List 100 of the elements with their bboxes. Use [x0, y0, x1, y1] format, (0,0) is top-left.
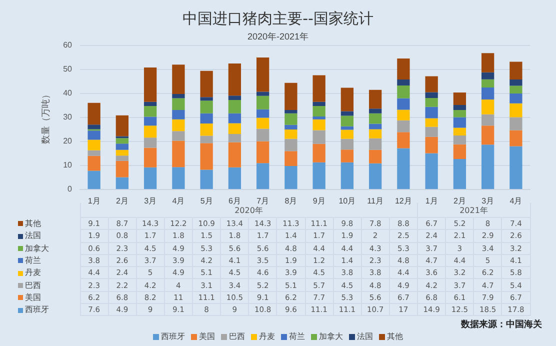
x-tick-label: 1月 — [88, 196, 100, 206]
bar — [510, 86, 522, 94]
bar — [116, 150, 129, 156]
bar — [340, 150, 354, 162]
legend-label: 其他 — [24, 218, 42, 230]
bar — [453, 128, 466, 136]
bar — [312, 144, 326, 162]
legend-label: 西班牙 — [24, 304, 50, 316]
bar — [425, 92, 438, 98]
bar — [397, 132, 410, 148]
bar — [172, 140, 185, 168]
text: 西班牙 — [161, 332, 185, 341]
y-tick-label: 0 — [68, 184, 73, 194]
bar — [228, 142, 242, 168]
bar — [172, 64, 185, 94]
bar — [397, 98, 410, 110]
bar — [116, 115, 129, 136]
bar — [144, 116, 157, 126]
bar — [481, 114, 494, 126]
y-tick-label: 30 — [63, 112, 73, 122]
bar — [284, 129, 298, 139]
legend-label: 美国 — [24, 292, 42, 304]
bar — [368, 108, 382, 114]
text: 2020年 — [234, 206, 263, 214]
bar — [88, 124, 100, 130]
bar — [397, 148, 410, 189]
text: 加拿大 — [319, 332, 343, 341]
bar — [256, 163, 270, 189]
bar — [228, 96, 242, 100]
bar — [510, 130, 522, 146]
bar — [368, 138, 382, 150]
bar — [453, 105, 466, 110]
bar — [425, 126, 438, 137]
bar — [256, 128, 270, 142]
bar — [172, 119, 185, 132]
text: 荷兰 — [289, 332, 305, 341]
legend-label: 法国 — [24, 230, 42, 242]
bar — [256, 96, 270, 110]
text: 巴西 — [229, 332, 245, 341]
bar — [481, 79, 494, 88]
bar — [256, 109, 270, 118]
y-tick-label: 10 — [63, 160, 73, 170]
bar — [88, 150, 100, 156]
bar — [481, 99, 494, 114]
bar — [368, 90, 382, 109]
bar — [312, 119, 326, 130]
bar — [340, 138, 354, 150]
x-tick-label: 2月 — [116, 196, 128, 206]
x-tick-label: 11月 — [367, 196, 384, 206]
bar — [312, 75, 326, 102]
bar — [368, 129, 382, 138]
bar — [510, 93, 522, 104]
bar — [200, 123, 213, 136]
bar — [397, 120, 410, 132]
bar — [144, 68, 157, 102]
bar — [397, 58, 410, 80]
x-tick-label: 3月 — [144, 196, 157, 206]
bar — [116, 177, 129, 189]
text: 2021年 — [460, 206, 488, 214]
bar — [144, 126, 157, 138]
bar — [228, 167, 242, 189]
chart-subtitle: 2020年-2021年 — [247, 32, 309, 42]
bar — [88, 130, 100, 140]
bar — [368, 163, 382, 189]
bar — [144, 167, 157, 189]
legend-label: 丹麦 — [24, 267, 42, 279]
bar — [312, 116, 326, 120]
bar — [425, 118, 438, 127]
bar — [172, 98, 185, 110]
bar — [453, 110, 466, 118]
bar — [88, 170, 100, 189]
bar — [284, 113, 298, 125]
bar — [228, 113, 242, 124]
bar — [228, 134, 242, 142]
bar — [256, 118, 270, 129]
bar — [284, 110, 298, 114]
bar — [453, 117, 466, 128]
bar — [397, 80, 410, 86]
bar — [312, 130, 326, 144]
bar — [425, 136, 438, 154]
legend-label: 加拿大 — [24, 242, 50, 254]
bar — [368, 124, 382, 130]
bar — [200, 100, 213, 114]
bar — [481, 72, 494, 80]
x-tick-label: 2月 — [453, 196, 466, 206]
bar — [312, 102, 326, 106]
bar — [200, 143, 213, 170]
bar — [172, 110, 185, 120]
x-tick-label: 4月 — [172, 196, 185, 206]
text: 其他 — [387, 332, 403, 341]
x-tick-label: 5月 — [200, 196, 213, 206]
text: 法国 — [357, 332, 373, 341]
chart-title: 中国进口猪肉主要--国家统计 — [182, 10, 374, 28]
bar — [284, 124, 298, 130]
x-tick-label: 7月 — [256, 196, 270, 206]
bar — [340, 130, 354, 139]
bar — [144, 138, 157, 148]
bar — [368, 113, 382, 124]
x-tick-label: 8月 — [284, 196, 298, 206]
bar — [453, 92, 466, 105]
